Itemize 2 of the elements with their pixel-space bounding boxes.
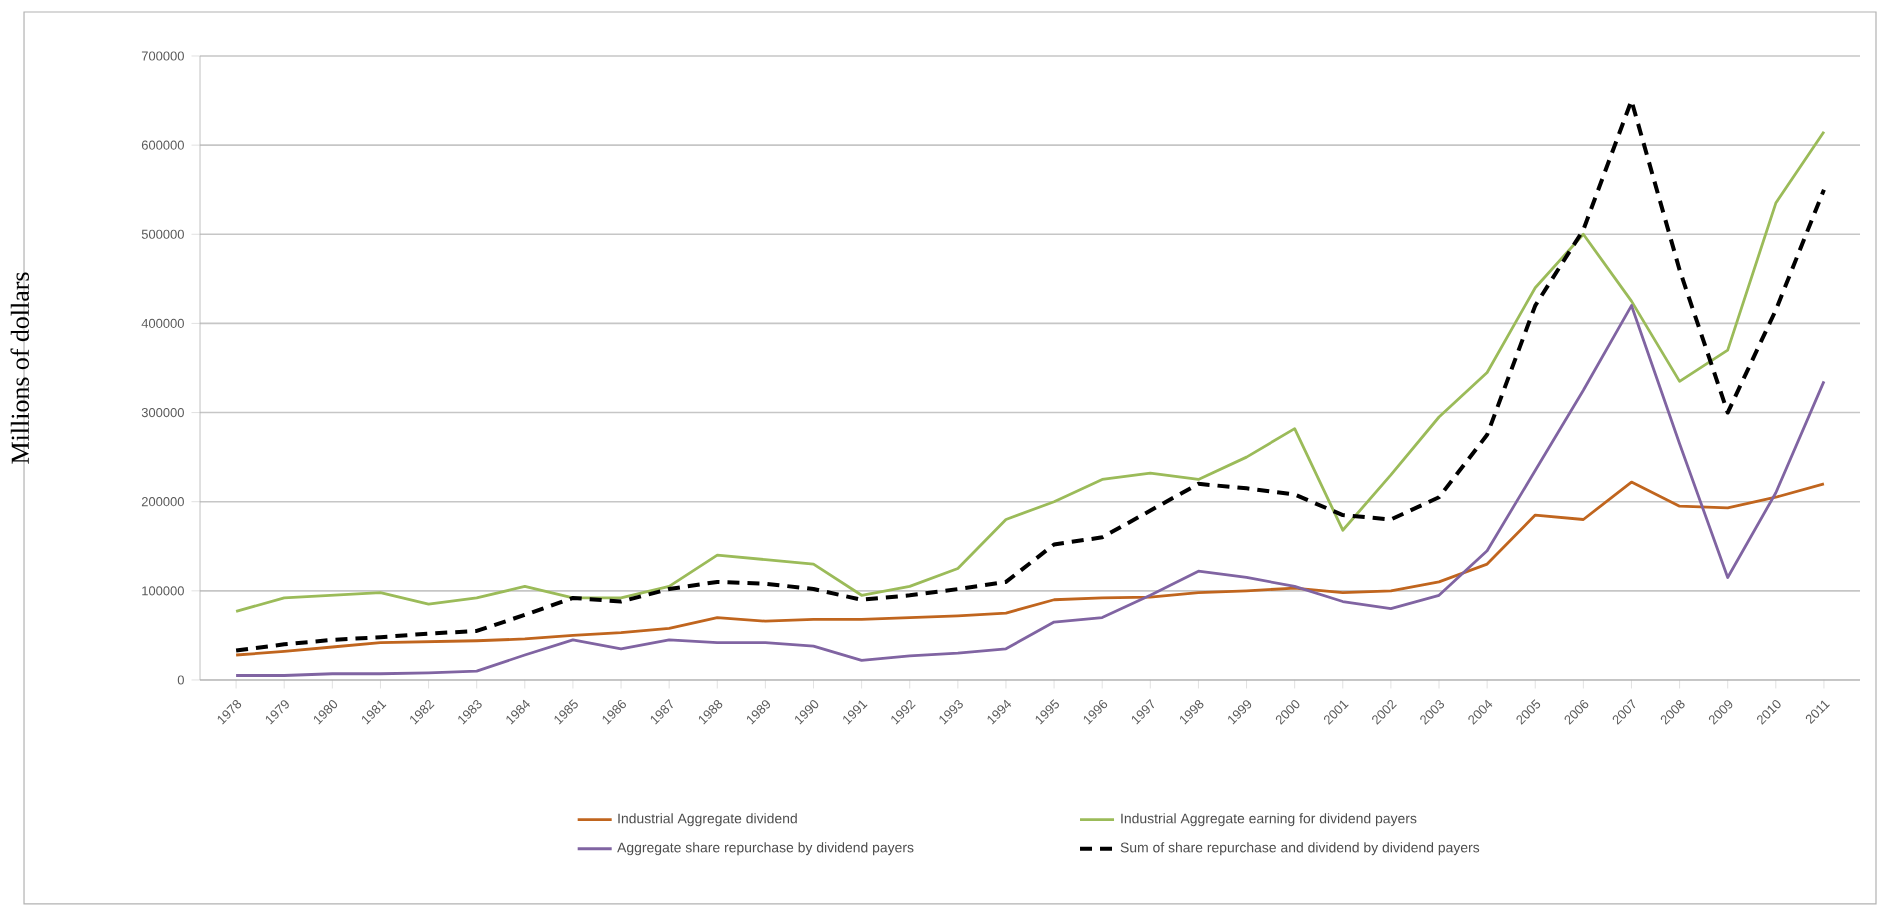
y-axis-title: Millions of dollars (10, 272, 29, 464)
line-series (234, 304, 1826, 677)
